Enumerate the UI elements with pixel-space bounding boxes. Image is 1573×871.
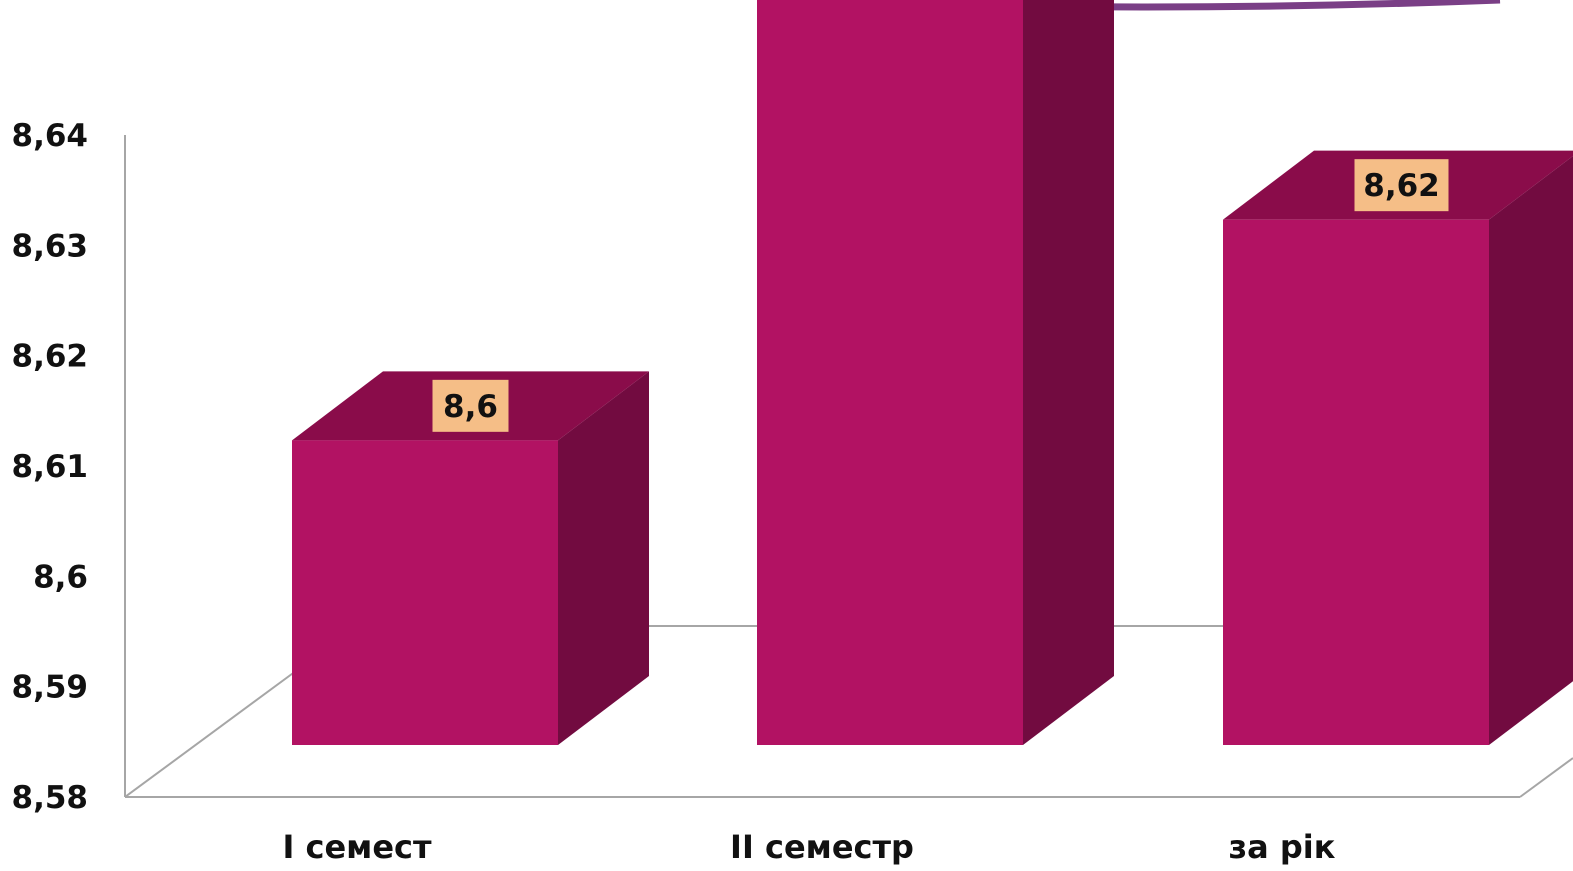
floor-right-edge — [1519, 757, 1573, 798]
bar-side-face — [1489, 155, 1573, 745]
bar-front-face — [757, 0, 1023, 745]
y-tick-label: 8,62 — [12, 339, 89, 375]
bar-front-face — [292, 440, 558, 745]
bar-front-face — [1223, 219, 1489, 745]
bar — [757, 0, 1114, 745]
data-label-text: 8,6 — [443, 389, 498, 425]
bar-series: 8,68,648,62 — [292, 0, 1573, 745]
data-label: 8,6 — [432, 379, 509, 432]
x-axis-labels: I семест II семестр за рік — [282, 828, 1335, 866]
data-label-background — [1354, 159, 1449, 212]
y-tick-label: 8,61 — [12, 449, 89, 485]
y-tick-label: 8,59 — [12, 670, 89, 706]
x-category-label: II семестр — [730, 828, 914, 866]
y-tick-label: 8,64 — [12, 118, 89, 154]
floor-left-edge — [124, 667, 301, 798]
y-tick-label: 8,58 — [12, 780, 89, 816]
bar-side-face — [558, 371, 649, 745]
x-category-label: I семест — [282, 828, 432, 866]
data-label: 8,62 — [1354, 159, 1449, 212]
y-tick-label: 8,6 — [33, 559, 88, 595]
bar — [1223, 150, 1573, 745]
bar-side-face — [1023, 0, 1114, 745]
y-tick-label: 8,63 — [12, 228, 89, 264]
data-label-background — [432, 379, 509, 432]
data-label-text: 8,62 — [1363, 168, 1440, 204]
x-category-label: за рік — [1229, 828, 1336, 866]
bar — [292, 371, 649, 745]
y-axis-ticks: 8,64 8,63 8,62 8,61 8,6 8,59 8,58 — [12, 118, 89, 816]
